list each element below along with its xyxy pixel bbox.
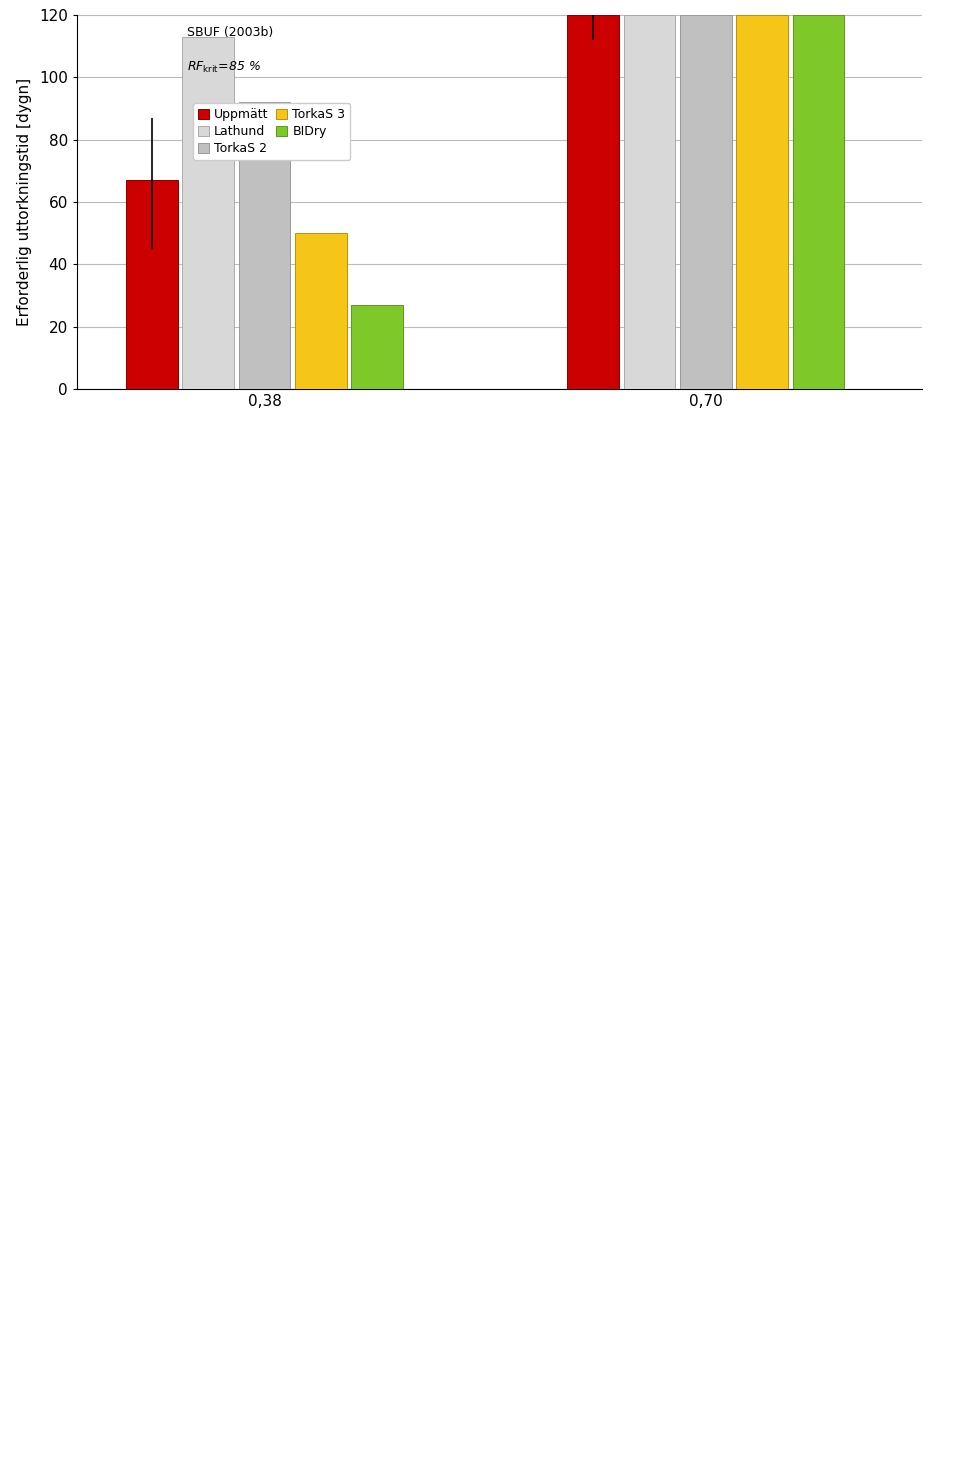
Bar	[182, 37, 234, 389]
Bar	[680, 15, 732, 389]
Bar	[567, 15, 619, 389]
Bar	[736, 15, 788, 389]
Y-axis label: Erforderlig uttorkningstid [dygn]: Erforderlig uttorkningstid [dygn]	[17, 78, 32, 326]
Bar	[295, 234, 347, 389]
Bar	[793, 15, 844, 389]
Bar	[126, 181, 178, 389]
Bar	[351, 306, 403, 389]
Bar	[624, 15, 675, 389]
Text: $RF_{\mathrm{krit}}$=85 %: $RF_{\mathrm{krit}}$=85 %	[186, 60, 260, 75]
Text: SBUF (2003b): SBUF (2003b)	[186, 26, 273, 38]
Legend: Uppmätt, Lathund, TorkaS 2, TorkaS 3, BIDry: Uppmätt, Lathund, TorkaS 2, TorkaS 3, BI…	[193, 103, 350, 160]
Bar	[239, 103, 290, 389]
